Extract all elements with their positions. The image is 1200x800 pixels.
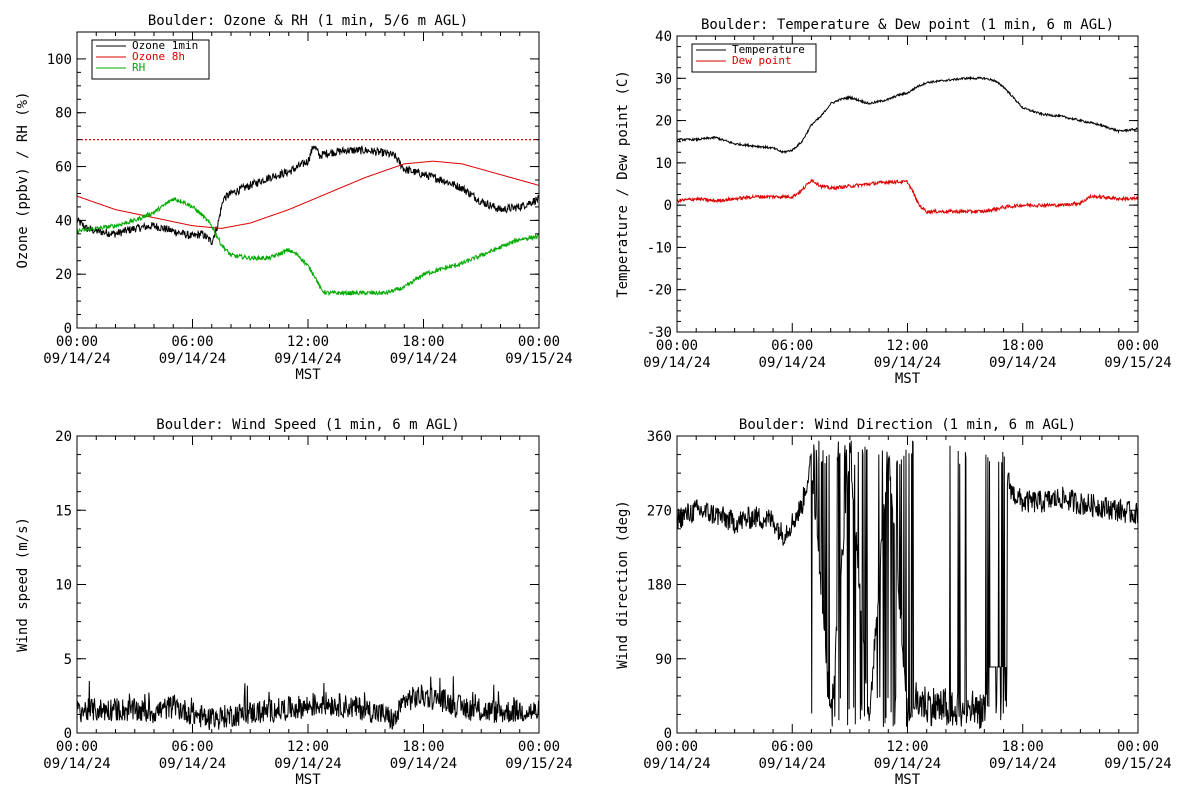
x-tick-time: 12:00 (287, 334, 329, 350)
y-tick-label: -20 (647, 283, 672, 299)
chart-wspd: Boulder: Wind Speed (1 min, 6 m AGL) 0 5 10… (15, 417, 573, 788)
x-tick-date: 09/14/24 (643, 756, 710, 772)
legend-entry: Ozone 1min (132, 39, 198, 52)
y-tick-label: 360 (647, 429, 672, 445)
x-tick-date: 09/14/24 (874, 756, 941, 772)
x-tick-time: 18:00 (1002, 739, 1044, 755)
x-tick-time: 00:00 (656, 739, 698, 755)
x-tick-date: 09/14/24 (274, 756, 341, 772)
x-tick-date: 09/14/24 (390, 756, 457, 772)
y-tick-label: 90 (655, 652, 672, 668)
legend-entry: RH (132, 61, 145, 74)
chart-temp: Boulder: Temperature & Dew point (1 min,… (615, 17, 1172, 387)
chart-ozone: Boulder: Ozone & RH (1 min, 5/6 m AGL) 0 2… (15, 13, 573, 383)
y-tick-label: -10 (647, 240, 672, 256)
chart-title: Boulder: Temperature & Dew point (1 min,… (701, 17, 1114, 33)
y-tick-label: 100 (47, 52, 72, 68)
y-tick-label: 20 (55, 267, 72, 283)
y-tick-label: 20 (55, 429, 72, 445)
legend-entry: Temperature (732, 43, 805, 56)
y-tick-label: 10 (55, 578, 72, 594)
x-tick-date: 09/14/24 (759, 756, 826, 772)
x-tick-time: 06:00 (771, 338, 813, 354)
x-tick-time: 00:00 (1117, 739, 1159, 755)
x-tick-time: 00:00 (518, 334, 560, 350)
series-line-1 (677, 178, 1138, 215)
x-tick-date: 09/15/24 (1104, 355, 1171, 371)
x-tick-date: 09/15/24 (1104, 756, 1171, 772)
y-tick-label: 0 (64, 321, 72, 337)
series-line-0 (77, 145, 539, 245)
x-tick-time: 12:00 (886, 739, 928, 755)
legend-box (691, 43, 817, 73)
x-tick-date: 09/14/24 (43, 756, 110, 772)
legend-entry: Dew point (732, 54, 792, 67)
x-tick-date: 09/14/24 (390, 351, 457, 367)
y-tick-label: 180 (647, 578, 672, 594)
y-axis-label: Ozone (ppbv) / RH (%) (15, 91, 31, 268)
series-line-2 (77, 196, 539, 297)
x-tick-date: 09/14/24 (159, 351, 226, 367)
chart-title: Boulder: Wind Direction (1 min, 6 m AGL) (739, 417, 1076, 433)
y-tick-label: 40 (655, 29, 672, 45)
x-tick-time: 06:00 (171, 739, 213, 755)
series-line-1 (77, 160, 539, 229)
x-tick-time: 06:00 (171, 334, 213, 350)
x-tick-time: 00:00 (656, 338, 698, 354)
x-tick-time: 06:00 (771, 739, 813, 755)
x-tick-date: 09/14/24 (989, 756, 1056, 772)
x-tick-date: 09/14/24 (274, 351, 341, 367)
x-tick-date: 09/14/24 (759, 355, 826, 371)
x-axis-label: MST (295, 772, 321, 788)
y-tick-label: 20 (655, 114, 672, 130)
plot-frame (76, 435, 540, 734)
x-tick-date: 09/14/24 (159, 756, 226, 772)
y-tick-label: 0 (664, 198, 672, 214)
x-tick-date: 09/14/24 (989, 355, 1056, 371)
y-tick-label: 60 (55, 160, 72, 176)
x-tick-time: 00:00 (56, 334, 98, 350)
y-tick-label: 5 (64, 652, 72, 668)
x-tick-time: 00:00 (518, 739, 560, 755)
chart-wdir: Boulder: Wind Direction (1 min, 6 m AGL)… (615, 417, 1172, 788)
x-tick-date: 09/15/24 (505, 756, 572, 772)
x-tick-time: 18:00 (1002, 338, 1044, 354)
x-axis-label: MST (895, 772, 921, 788)
y-tick-label: 0 (64, 726, 72, 742)
series-line-0 (677, 75, 1138, 154)
plot-frame (676, 435, 1139, 734)
x-axis-label: MST (895, 371, 921, 387)
legend-entry: Ozone 8h (132, 50, 185, 63)
x-tick-date: 09/15/24 (505, 351, 572, 367)
y-tick-label: 0 (664, 726, 672, 742)
y-axis-label: Wind speed (m/s) (15, 517, 31, 652)
x-tick-date: 09/14/24 (643, 355, 710, 371)
x-axis-label: MST (295, 367, 321, 383)
y-tick-label: 40 (55, 213, 72, 229)
y-axis-label: Wind direction (deg) (615, 500, 631, 669)
y-tick-label: -30 (647, 325, 672, 341)
y-tick-label: 80 (55, 106, 72, 122)
x-tick-time: 00:00 (56, 739, 98, 755)
series-line-0 (77, 676, 539, 731)
x-tick-time: 12:00 (287, 739, 329, 755)
y-tick-label: 10 (655, 156, 672, 172)
x-tick-time: 18:00 (402, 334, 444, 350)
chart-title: Boulder: Ozone & RH (1 min, 5/6 m AGL) (148, 13, 468, 29)
y-tick-label: 30 (655, 71, 672, 87)
chart-title: Boulder: Wind Speed (1 min, 6 m AGL) (156, 417, 459, 433)
x-tick-date: 09/14/24 (43, 351, 110, 367)
x-tick-date: 09/14/24 (874, 355, 941, 371)
x-tick-time: 12:00 (886, 338, 928, 354)
y-tick-label: 270 (647, 503, 672, 519)
y-tick-label: 15 (55, 503, 72, 519)
x-tick-time: 18:00 (402, 739, 444, 755)
series-line-0 (677, 440, 1138, 729)
x-tick-time: 00:00 (1117, 338, 1159, 354)
y-axis-label: Temperature / Dew point (C) (615, 70, 631, 298)
